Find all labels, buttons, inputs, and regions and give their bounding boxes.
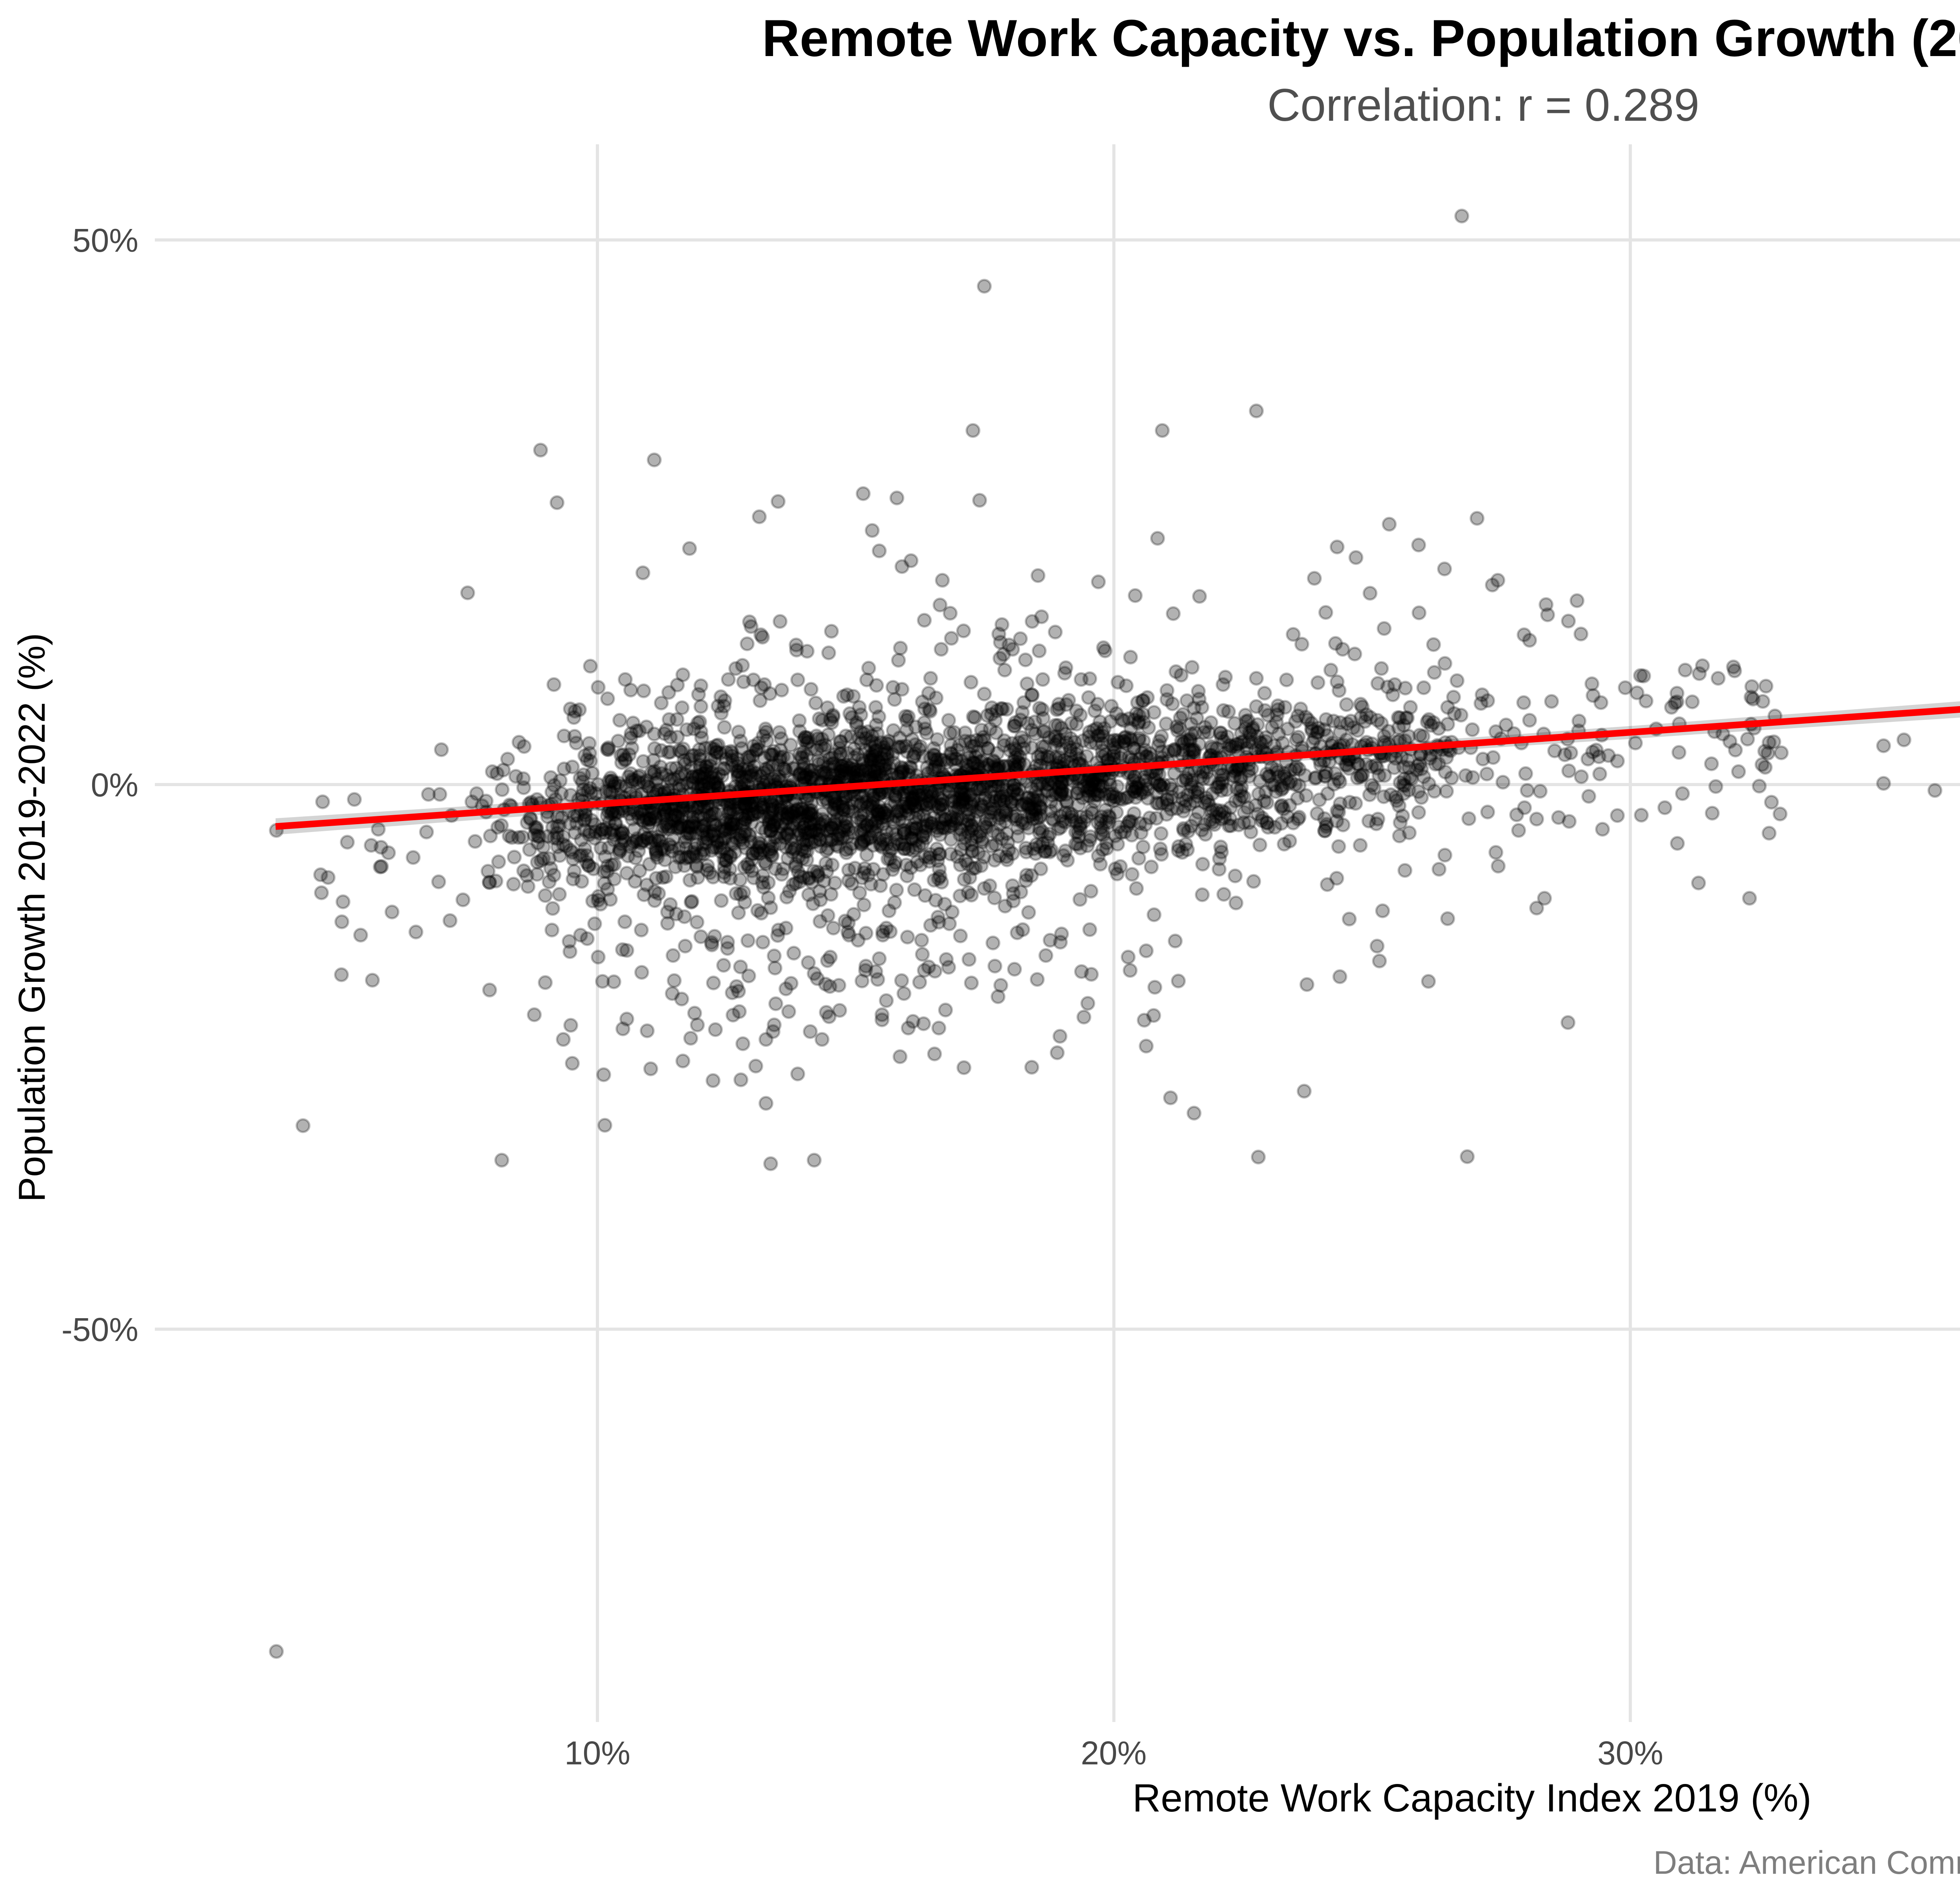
- svg-text:-50%: -50%: [62, 1311, 138, 1348]
- svg-text:50%: 50%: [73, 222, 138, 259]
- svg-text:Data: American Community Surve: Data: American Community Survey 2019-202…: [1653, 1844, 1960, 1881]
- svg-text:30%: 30%: [1597, 1735, 1663, 1771]
- svg-text:20%: 20%: [1081, 1735, 1147, 1771]
- svg-text:10%: 10%: [564, 1735, 630, 1771]
- svg-text:Correlation: r = 0.289: Correlation: r = 0.289: [1267, 79, 1699, 131]
- svg-text:0%: 0%: [91, 767, 138, 803]
- svg-text:Population Growth 2019-2022 (%: Population Growth 2019-2022 (%): [11, 633, 53, 1202]
- svg-text:Remote Work Capacity Index 201: Remote Work Capacity Index 2019 (%): [1132, 1776, 1811, 1820]
- svg-text:Remote Work Capacity vs. Popul: Remote Work Capacity vs. Population Grow…: [762, 9, 1960, 67]
